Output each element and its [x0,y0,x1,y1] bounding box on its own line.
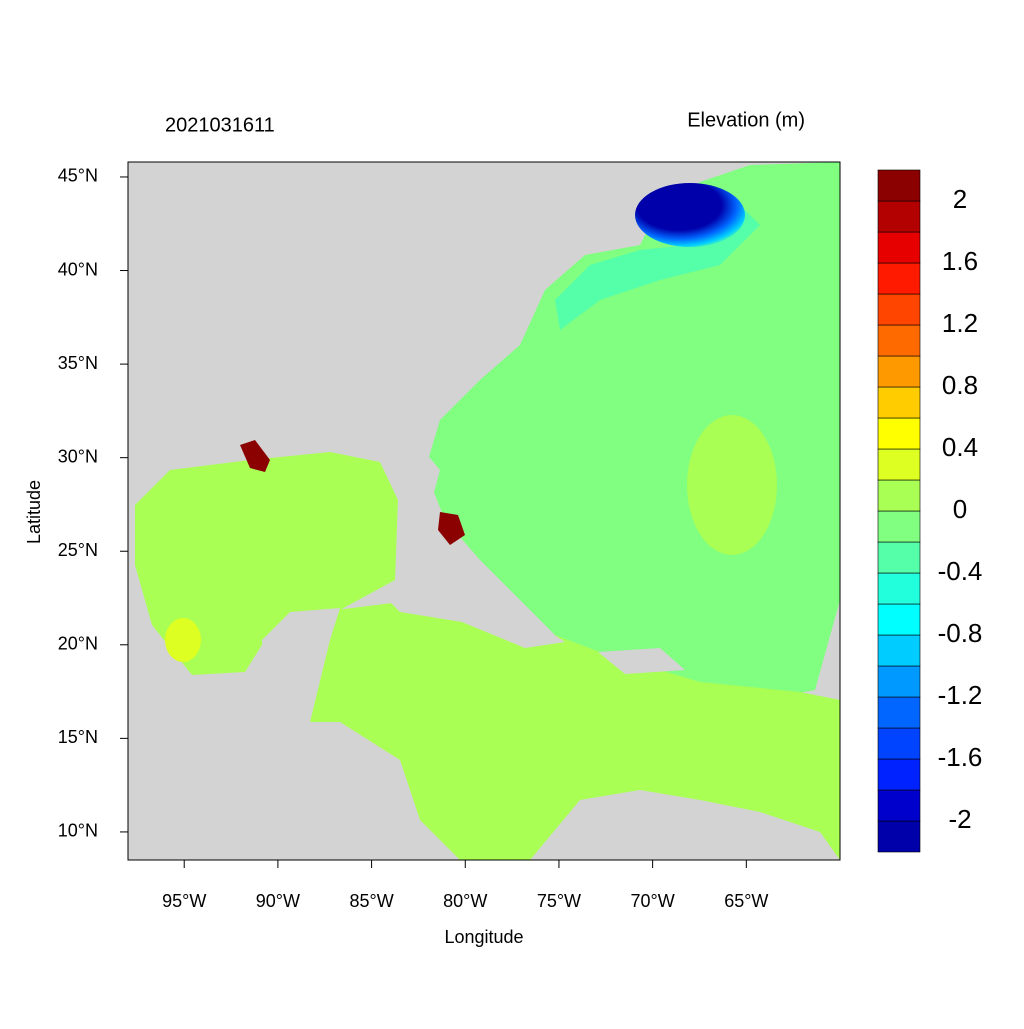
colorbar-label: -2 [948,804,971,834]
yucatan [262,608,340,722]
colorbar-box [877,479,921,512]
x-tick-label: 65°W [724,891,768,911]
colorbar-label: 2 [953,184,967,214]
colorbar-title: Elevation (m) [687,109,805,131]
x-tick-label: 80°W [443,891,487,911]
y-tick-label: 15°N [58,727,98,747]
colorbar-box [877,169,921,202]
cuba [390,590,565,648]
colorbar-box [877,727,921,760]
y-tick-label: 35°N [58,353,98,373]
colorbar-box [877,758,921,791]
map-area [128,162,840,860]
colorbar-box [877,665,921,698]
map-title: 2021031611 [165,114,275,136]
colorbar-label: 1.2 [942,308,978,338]
coastal-high [165,618,201,662]
colorbar-box [877,572,921,605]
colorbar-label: -1.2 [938,680,983,710]
colorbar-box [877,634,921,667]
x-tick-label: 70°W [631,891,675,911]
colorbar-box [877,696,921,729]
colorbar-box [877,820,921,853]
x-tick-label: 90°W [256,891,300,911]
x-tick-label: 95°W [162,891,206,911]
colorbar-box [877,603,921,636]
caribbean-sea [310,592,840,860]
y-tick-label: 10°N [58,821,98,841]
colorbar-box [877,386,921,419]
gulf-of-maine-depression [635,183,745,247]
colorbar-label: 0.8 [942,370,978,400]
map-frame [127,161,841,861]
y-tick-label: 30°N [58,446,98,466]
colorbar-box [877,200,921,233]
colorbar-label: 0.4 [942,432,978,462]
y-axis-label: Latitude [24,480,44,544]
colorbar-label: 1.6 [942,246,978,276]
x-tick-label: 85°W [349,891,393,911]
colorbar-box [877,448,921,481]
florida [378,452,452,548]
colorbar-box [877,324,921,357]
colorbar-box [877,510,921,543]
colorbar-label: -1.6 [938,742,983,772]
gulf-of-mexico [135,452,398,675]
y-tick-label: 20°N [58,634,98,654]
colorbar-box [877,293,921,326]
x-axis-label: Longitude [444,927,523,947]
colorbar-box [877,355,921,388]
hispaniola [598,648,685,674]
colorbar-label: -0.8 [938,618,983,648]
offshore-region [687,415,777,555]
x-tick-label: 75°W [537,891,581,911]
colorbar-box [877,231,921,264]
south-florida-surge [438,512,465,545]
colorbar-label: -0.4 [938,556,983,586]
colorbar-box [877,417,921,450]
colorbar-box [877,262,921,295]
colorbar-label: 0 [953,494,967,524]
y-tick-label: 40°N [58,259,98,279]
colorbar-box [877,789,921,822]
y-tick-label: 45°N [58,166,98,186]
louisiana-surge [240,440,270,472]
colorbar-box [877,541,921,574]
y-tick-label: 25°N [58,540,98,560]
atlantic-ocean [425,162,840,700]
